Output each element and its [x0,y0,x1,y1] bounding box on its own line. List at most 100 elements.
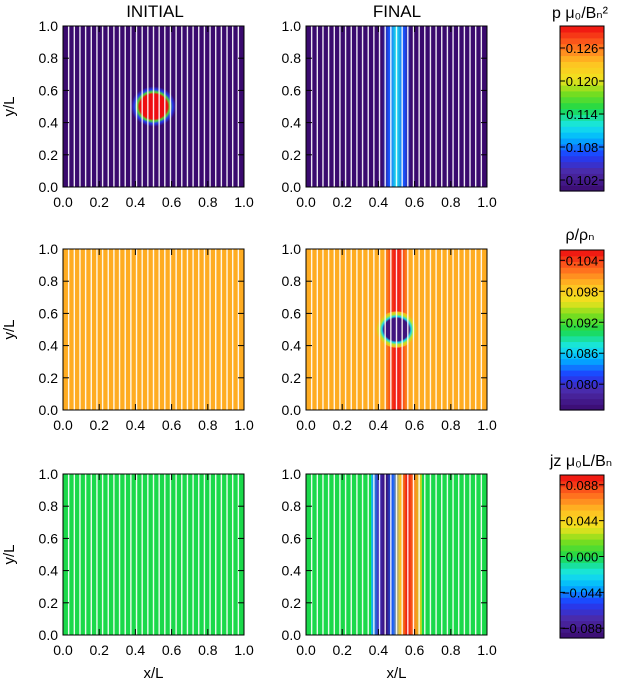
x-tick-label: 0.6 [405,642,425,658]
x-tick-label: 0.6 [162,642,182,658]
colorbar-step [560,381,604,388]
x-tick-label: 0.2 [332,194,352,210]
panel-frame [305,473,488,636]
colorbar-label-current: jz μ₀L/Bₙ [549,453,612,470]
colorbar-tick-label: −0.044 [562,585,602,600]
y-tick-label: 1.0 [39,18,59,34]
y-tick-label: 0.2 [39,370,59,386]
colorbar-step [560,167,604,174]
colorbar-step [560,250,604,257]
colorbar-step [560,585,604,593]
colorbar-step [560,375,604,383]
x-tick-label: 0.0 [53,642,73,658]
colorbar-step [560,475,604,482]
colorbar-step [560,573,604,581]
x-tick-label: 0.0 [296,194,316,210]
colorbar-tick-label: 0.104 [566,253,599,268]
x-tick-label: 0.2 [332,642,352,658]
panel-frame [62,473,245,636]
y-tick-label: 0.6 [39,82,59,98]
x-tick-label: 0.4 [369,417,389,433]
y-axis-label: y/L [1,544,18,564]
colorbar-step [560,404,604,411]
x-tick-label: 1.0 [234,194,254,210]
colorbar-step [560,498,604,505]
y-tick-label: 0.2 [39,147,59,163]
x-axis-label: x/L [143,665,163,682]
x-tick-label: 1.0 [234,642,254,658]
y-tick-label: 0.8 [282,273,302,289]
x-tick-label: 0.2 [89,417,109,433]
y-tick-label: 1.0 [282,18,302,34]
x-tick-label: 0.2 [89,642,109,658]
y-tick-label: 0.4 [282,338,302,354]
column-title-final: FINAL [373,2,421,21]
colorbar-step [560,335,604,343]
colorbar-step [560,550,604,558]
y-tick-label: 0.2 [39,595,59,611]
colorbars-layer: 0.126 0.120 0.114 0.108 0.102 0.104 0.098 0.092… [559,25,605,639]
colorbar-step [560,626,604,633]
colorbar-step [560,556,604,563]
colorbar-step [560,149,604,157]
colorbar-step [560,318,604,325]
colorbar-step [560,539,604,546]
colorbar-step [560,73,604,80]
colorbar-step [560,155,604,163]
y-tick-label: 0.8 [282,50,302,66]
colorbar-step [560,521,604,528]
colorbar-step [560,527,604,534]
x-tick-label: 0.8 [198,194,218,210]
colorbar-step [560,295,604,303]
y-tick-label: 1.0 [282,241,302,257]
x-tick-label: 0.2 [89,194,109,210]
panel-0-final: 0.0 0.2 0.4 0.6 0.8 1.0 0.0 0.2 0.4 0.6 0.8 1.0 [282,18,497,210]
column-title-initial: INITIAL [126,2,184,21]
panels-layer: 0.0 0.2 0.4 0.6 0.8 1.0 0.0 0.2 0.4 0.6 0.8 1.0 y/L 0… [1,18,497,682]
colorbar-step [560,579,604,587]
y-tick-label: 1.0 [282,466,302,482]
colorbar-tick-label: 0.044 [566,514,599,529]
x-tick-label: 0.0 [296,417,316,433]
x-tick-label: 0.6 [162,417,182,433]
y-tick-label: 0.0 [39,627,59,643]
y-tick-label: 0.6 [282,82,302,98]
y-tick-label: 0.2 [282,370,302,386]
y-tick-label: 0.4 [39,563,59,579]
colorbar-tick-label: 0.102 [566,173,599,188]
colorbar-step [560,284,604,291]
y-tick-label: 0.0 [282,627,302,643]
y-tick-label: 0.4 [282,115,302,131]
colorbar-step [560,261,604,268]
colorbar-step [560,272,604,280]
y-tick-label: 0.4 [39,338,59,354]
colorbar-step [560,43,604,51]
colorbar-label-density: ρ/ρₙ [565,227,594,244]
colorbar-step [560,533,604,540]
colorbar-tick-label: 0.088 [566,478,599,493]
y-tick-label: 0.6 [282,305,302,321]
colorbar-step [560,301,604,308]
colorbar-tick-label: 0.000 [566,550,599,565]
colorbar-step [560,31,604,39]
x-tick-label: 0.4 [369,642,389,658]
colorbar-step [560,515,604,523]
x-tick-label: 1.0 [477,642,497,658]
y-axis-label: y/L [1,319,18,339]
y-tick-label: 1.0 [39,466,59,482]
x-tick-label: 0.4 [126,194,146,210]
colorbar-step [560,307,604,314]
x-tick-label: 0.0 [53,417,73,433]
y-tick-label: 1.0 [39,241,59,257]
x-tick-label: 0.6 [162,194,182,210]
x-tick-label: 0.4 [126,417,146,433]
panel-2-initial: 0.0 0.2 0.4 0.6 0.8 1.0 0.0 0.2 0.4 0.6 0.8 1.0 y/L x… [1,466,254,682]
colorbar-step [560,161,604,169]
colorbar-step [560,26,604,33]
colorbar-step [560,509,604,517]
colorbar-tick-label: 0.080 [566,377,599,392]
colorbar-step [560,290,604,297]
colorbar-step [560,49,604,57]
x-tick-label: 0.4 [126,642,146,658]
colorbar-step [560,126,604,133]
